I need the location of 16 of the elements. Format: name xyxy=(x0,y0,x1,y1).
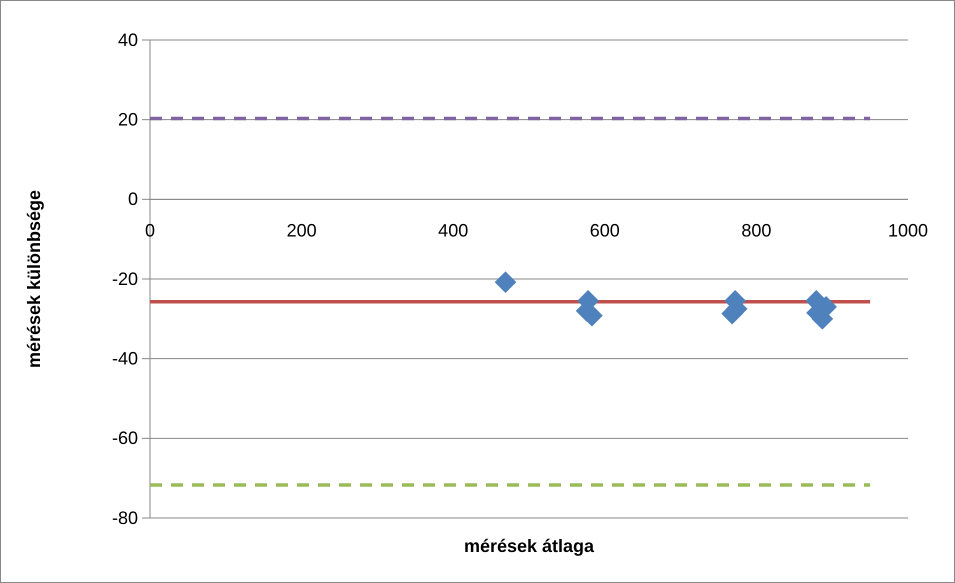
x-tick-label: 400 xyxy=(438,220,468,241)
y-tick-label: -20 xyxy=(112,268,138,289)
x-axis-title: mérések átlaga xyxy=(464,536,596,556)
x-tick-label: 200 xyxy=(286,220,317,241)
x-tick-label: 1000 xyxy=(888,220,928,241)
y-tick-label: -60 xyxy=(112,428,138,448)
x-tick-label: 600 xyxy=(590,220,620,241)
x-tick-label: 800 xyxy=(741,220,772,241)
x-tick-label: 0 xyxy=(144,220,156,241)
y-tick-label: 20 xyxy=(118,109,138,130)
y-tick-label: 40 xyxy=(118,30,138,50)
point xyxy=(494,271,516,294)
y-tick-label: -80 xyxy=(112,508,138,528)
y-tick-label: -40 xyxy=(112,348,138,368)
y-axis-title: mérések különbsége xyxy=(24,190,44,368)
y-tick-label: 0 xyxy=(128,189,138,210)
